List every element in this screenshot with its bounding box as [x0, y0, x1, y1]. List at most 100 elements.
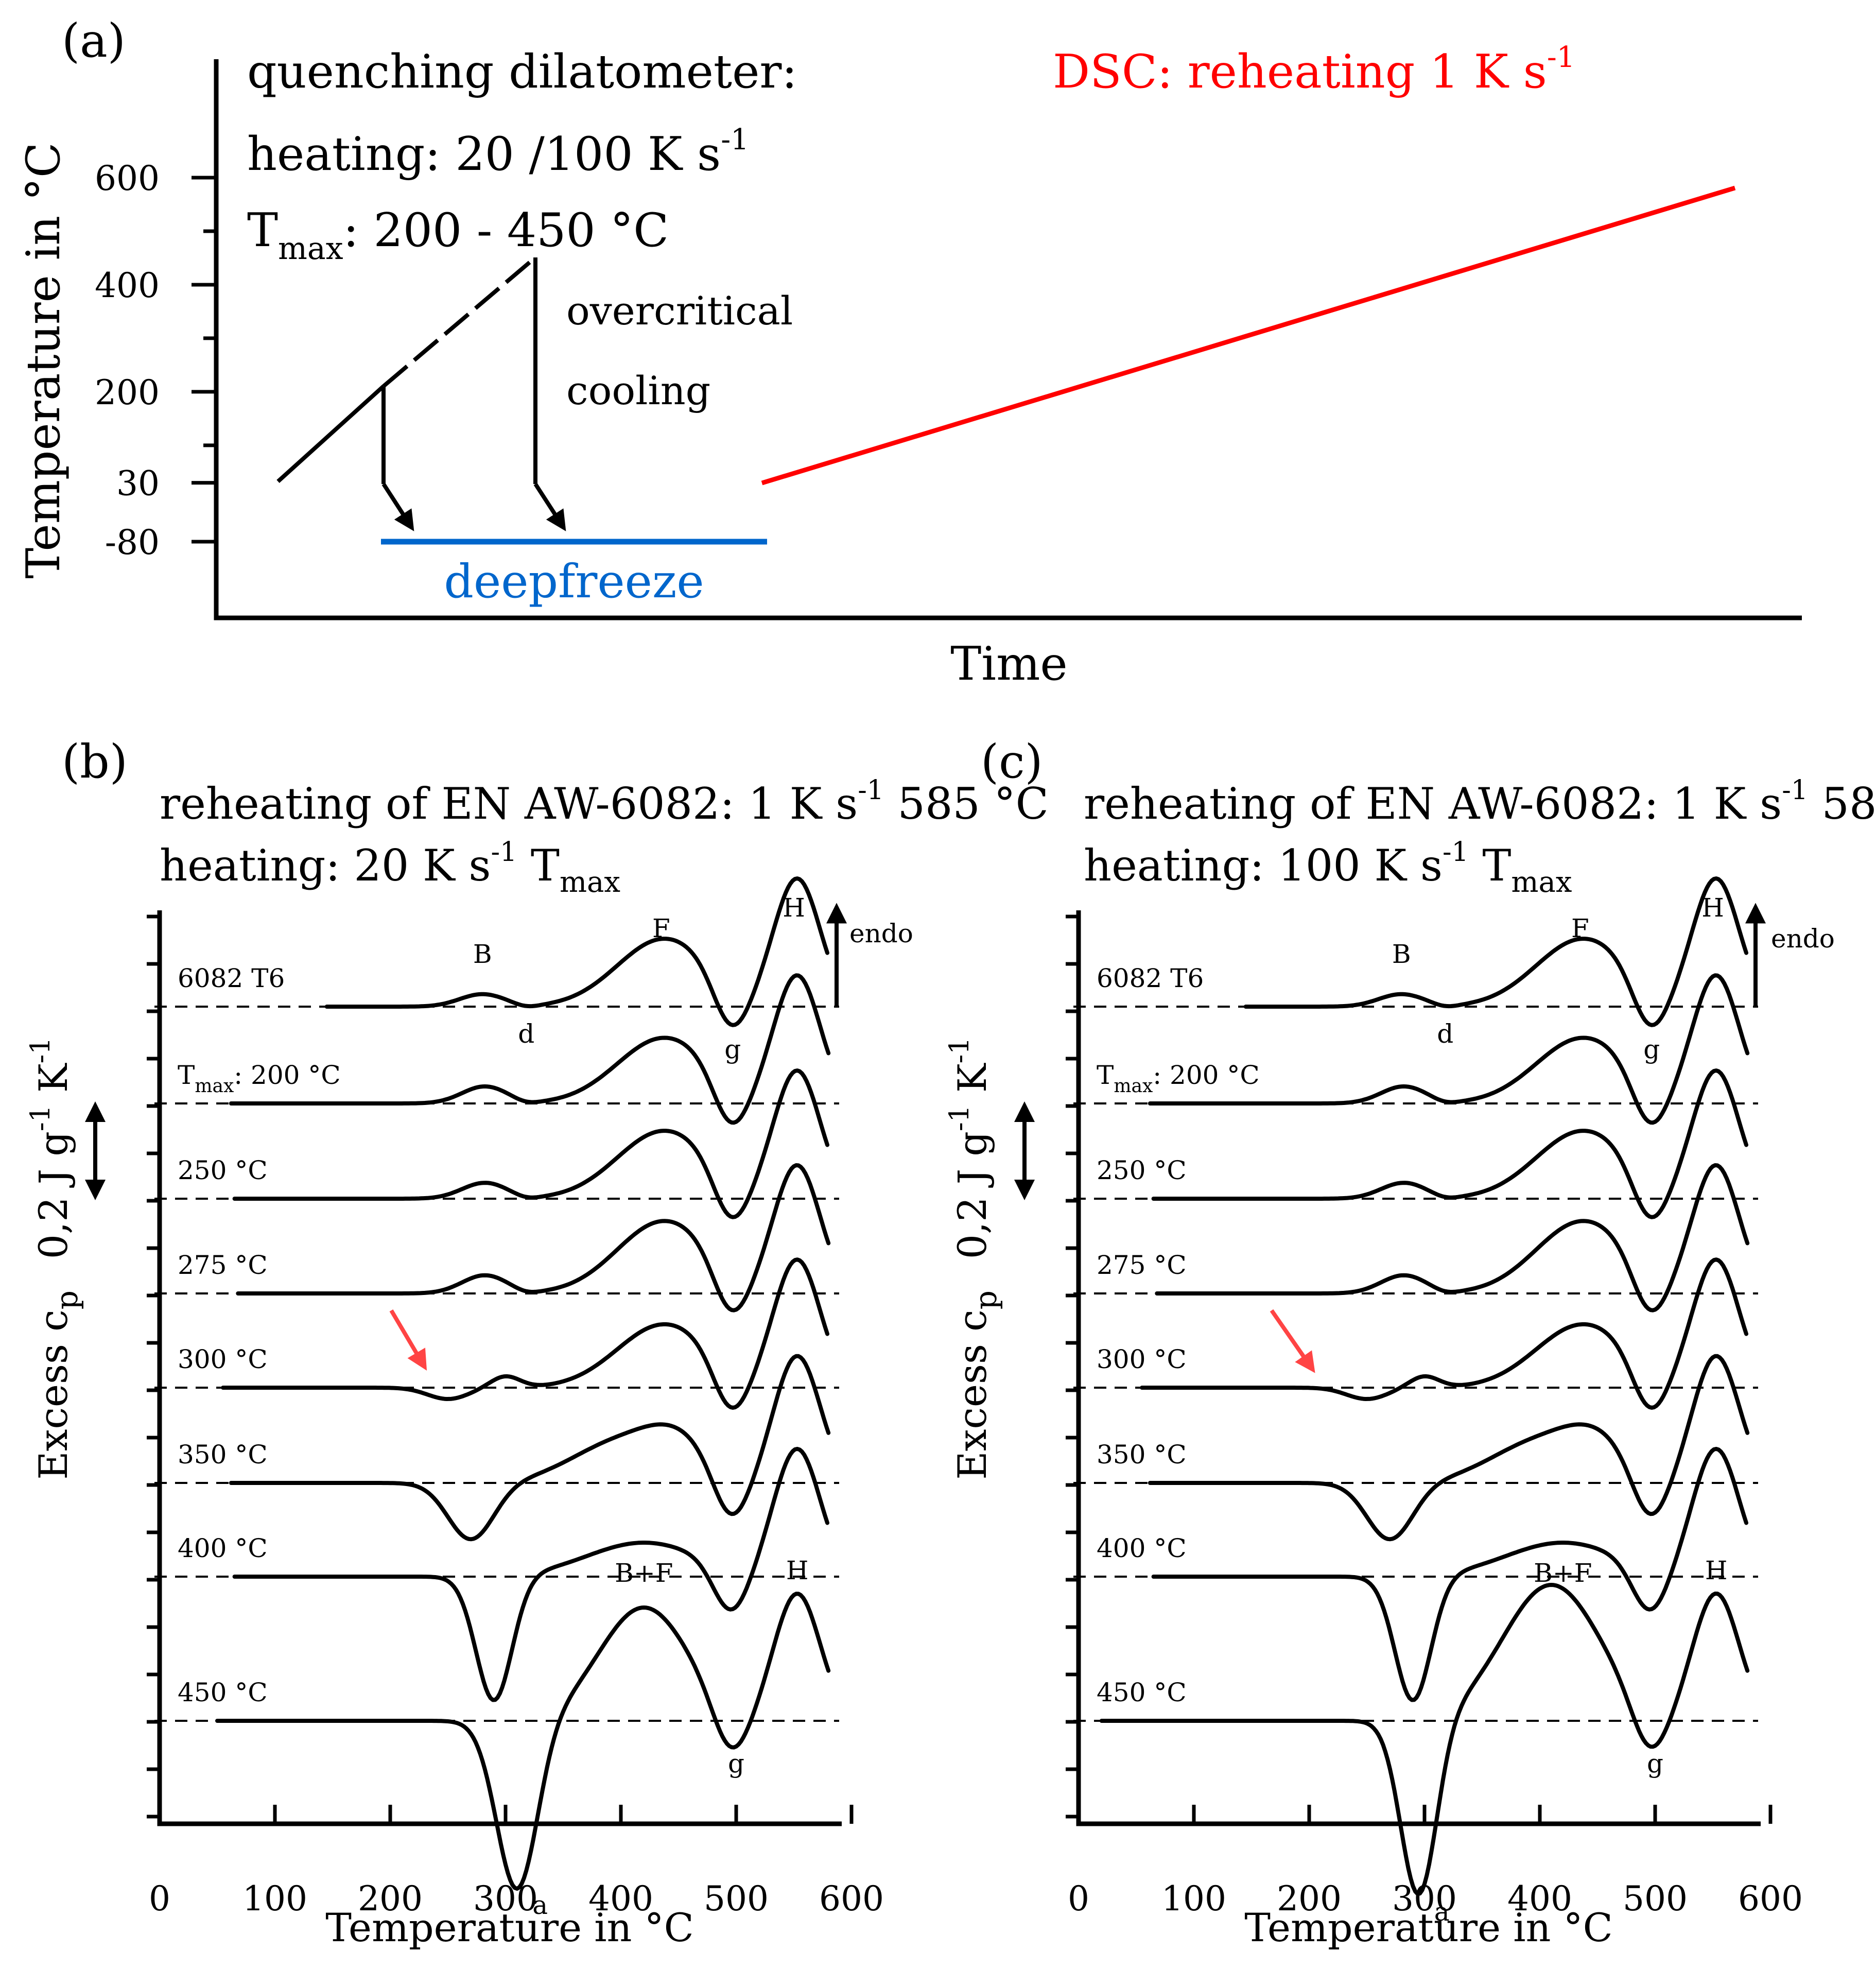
dilatometer-label: quenching dilatometer: — [247, 45, 797, 99]
panel-a-ytick-label-4: 600 — [95, 159, 160, 198]
c-peak-label-F: F — [1571, 913, 1589, 943]
panel-c-xlabel: Temperature in °C — [1244, 1905, 1613, 1950]
c-last-peak-label-3: g — [1647, 1749, 1663, 1778]
panel-a-y-ticks: -80 30 200 400 600 — [95, 159, 216, 562]
panel-c-x-ticks: 0 100 200 300 400 500 600 — [1068, 1805, 1803, 1919]
c-peak-label-d: d — [1437, 1019, 1453, 1049]
panel-b-title-line2: heating: 20 K s-1 Tmax — [160, 837, 620, 899]
c-last-peak-label-1: H — [1705, 1556, 1728, 1585]
cooling-label: cooling — [566, 368, 710, 413]
c-curve-label-2: 250 °C — [1097, 1155, 1187, 1185]
c-curve-group-3: 275 °C — [1073, 1163, 1758, 1312]
b-curve-1 — [229, 973, 831, 1125]
c-curve-label-1: Tmax: 200 °C — [1097, 1060, 1260, 1097]
b-xtick-label-4: 400 — [588, 1879, 653, 1919]
b-curve-5 — [229, 1354, 831, 1542]
c-xtick-label-1: 100 — [1161, 1879, 1226, 1919]
b-curve-7 — [215, 1592, 831, 1891]
panel-c-y-ticks — [1066, 914, 1079, 1819]
b-curve-0 — [324, 876, 829, 1027]
b-peak-label-B: B — [473, 939, 492, 969]
panel-c-label: (c) — [981, 735, 1043, 789]
overcritical-label: overcritical — [566, 288, 793, 334]
b-curve-label-0: 6082 T6 — [178, 963, 285, 993]
b-last-peak-label-3: g — [728, 1749, 744, 1778]
c-curve-group-2: 250 °C — [1073, 1068, 1758, 1219]
panel-b-x-ticks: 0 100 200 300 400 500 600 — [149, 1805, 884, 1919]
panel-c-red-arrow — [1270, 1309, 1315, 1373]
c-curve-7 — [1099, 1583, 1750, 1896]
b-curve-label-7: 450 °C — [178, 1678, 268, 1707]
b-xtick-label-5: 500 — [704, 1879, 769, 1919]
b-xtick-label-1: 100 — [242, 1879, 307, 1919]
c-curve-label-3: 275 °C — [1097, 1250, 1187, 1280]
c-curve-1 — [1148, 973, 1750, 1125]
panel-a-ytick-label-1: 30 — [116, 464, 160, 504]
c-peak-label-B: B — [1392, 939, 1411, 969]
panel-c-title-line2: heating: 100 K s-1 Tmax — [1084, 837, 1572, 899]
b-curve-group-5: 350 °C — [154, 1354, 839, 1542]
c-last-peak-label-0: B+F — [1534, 1558, 1592, 1588]
b-curve-label-6: 400 °C — [178, 1533, 268, 1563]
panel-c-title-line1: reheating of EN AW-6082: 1 K s-1 585 °C — [1084, 775, 1876, 829]
heating-rate-label: heating: 20 /100 K s-1 — [247, 123, 749, 181]
panel-c-ylabel: Excess cp — [949, 1290, 1003, 1480]
c-curve-label-0: 6082 T6 — [1097, 963, 1204, 993]
c-peak-label-g: g — [1643, 1034, 1660, 1064]
panel-a: (a) -80 30 200 400 600 Temperature in °C Tim… — [16, 14, 1802, 691]
b-curve-group-1: Tmax: 200 °C — [154, 973, 839, 1125]
b-curve-group-3: 275 °C — [154, 1163, 839, 1312]
panel-c-curves: 6082 T6 Tmax: 200 °C 250 °C 275 °C 300 °C 350… — [1073, 876, 1758, 1927]
panel-a-xlabel: Time — [950, 637, 1067, 691]
b-last-peak-label-0: B+F — [615, 1558, 673, 1588]
b-curve-3 — [236, 1163, 831, 1312]
panel-b: (b) reheating of EN AW-6082: 1 K s-1 585… — [25, 735, 1049, 1950]
c-curve-group-7: 450 °C — [1073, 1583, 1758, 1896]
c-last-peak-label-2: a — [1434, 1897, 1450, 1927]
heating-line-200 — [276, 385, 385, 483]
b-curve-group-6: 400 °C — [154, 1446, 839, 1702]
b-curve-group-2: 250 °C — [154, 1068, 839, 1219]
panel-a-ytick-label-3: 400 — [95, 266, 160, 305]
b-xtick-label-6: 600 — [819, 1879, 884, 1919]
c-curve-group-5: 350 °C — [1073, 1354, 1758, 1542]
panel-a-axes — [214, 59, 1802, 620]
heating-line-450 — [382, 255, 537, 388]
b-curve-label-3: 275 °C — [178, 1250, 268, 1280]
panel-b-xlabel: Temperature in °C — [325, 1905, 694, 1950]
c-curve-group-0: 6082 T6 — [1073, 876, 1758, 1027]
c-curve-2 — [1151, 1068, 1748, 1219]
b-curve-label-2: 250 °C — [178, 1155, 268, 1185]
c-xtick-label-5: 500 — [1623, 1879, 1688, 1919]
tmax-range-label: Tmax: 200 - 450 °C — [247, 203, 669, 267]
panel-c-scale-label: 0,2 J g-1 K-1 — [944, 1038, 995, 1259]
c-curve-3 — [1155, 1163, 1750, 1312]
c-xtick-label-2: 200 — [1277, 1879, 1342, 1919]
c-curve-group-4: 300 °C — [1073, 1257, 1758, 1410]
panel-b-ylabel: Excess cp — [30, 1290, 84, 1480]
b-peak-label-g: g — [724, 1034, 741, 1064]
panel-a-ytick-label-0: -80 — [105, 523, 160, 562]
b-curve-group-0: 6082 T6 — [154, 876, 839, 1027]
c-curve-4 — [1140, 1257, 1748, 1410]
panel-b-label: (b) — [62, 735, 128, 789]
c-curve-group-6: 400 °C — [1073, 1446, 1758, 1702]
b-xtick-label-2: 200 — [358, 1879, 423, 1919]
b-peak-label-H: H — [783, 893, 805, 923]
panel-b-red-arrow — [389, 1309, 427, 1371]
b-curve-label-4: 300 °C — [178, 1344, 268, 1374]
c-xtick-label-0: 0 — [1068, 1879, 1089, 1919]
c-curve-group-1: Tmax: 200 °C — [1073, 973, 1758, 1125]
b-last-peak-label-2: a — [532, 1890, 548, 1920]
c-curve-0 — [1243, 876, 1748, 1027]
b-xtick-label-0: 0 — [149, 1879, 170, 1919]
b-xtick-label-3: 300 — [473, 1879, 538, 1919]
b-curve-2 — [232, 1068, 829, 1219]
c-curve-label-7: 450 °C — [1097, 1678, 1187, 1707]
b-last-peak-label-1: H — [786, 1556, 809, 1585]
cooling-arrow-450 — [533, 482, 566, 531]
panel-b-curves: 6082 T6 Tmax: 200 °C 250 °C 275 °C 300 °C 350… — [154, 876, 839, 1920]
c-curve-label-4: 300 °C — [1097, 1344, 1187, 1374]
